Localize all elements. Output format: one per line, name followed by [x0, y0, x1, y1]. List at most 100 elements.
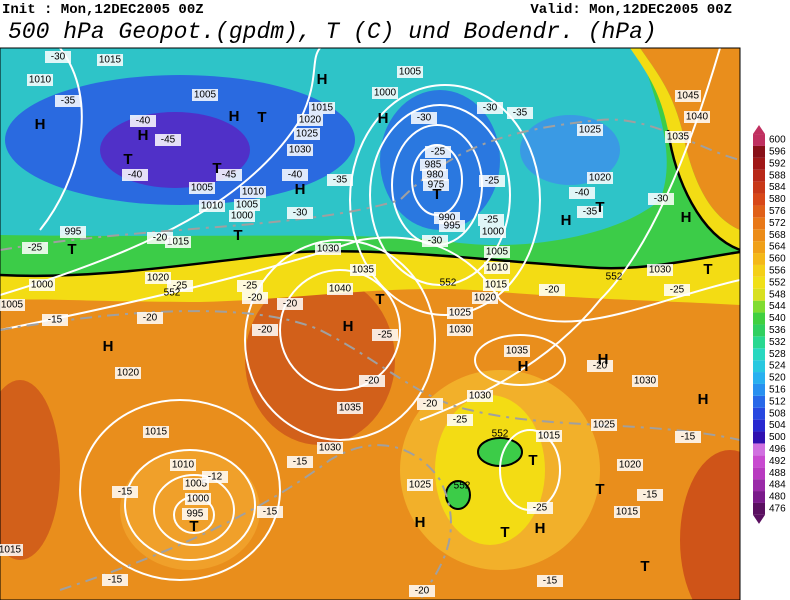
isobar-label: 1015 [538, 431, 561, 442]
isobar-label: 1020 [117, 368, 140, 379]
temperature-label-box [422, 235, 448, 247]
colorbar-label: 592 [769, 158, 786, 169]
temperature-label-box [577, 206, 603, 218]
temperature-label-box [112, 486, 138, 498]
isobar-label-box [192, 89, 218, 101]
temperature-label-box [202, 471, 228, 483]
isobar-label: 1000 [482, 227, 505, 238]
temperature-label-box [648, 193, 674, 205]
temperature-label: -40 [288, 170, 303, 181]
isobar-label-box [0, 299, 25, 311]
isobar-label: 1005 [185, 479, 208, 490]
pressure-center: T [595, 481, 604, 498]
pressure-center: H [518, 358, 529, 375]
temperature-label-box [102, 574, 128, 586]
temperature-label-box [242, 292, 268, 304]
temperature-label: -25 [485, 176, 500, 187]
isobar-label: 1030 [469, 391, 492, 402]
isobar-label-box [309, 102, 335, 114]
temperature-label: -30 [293, 208, 308, 219]
temperature-label-box [537, 575, 563, 587]
isobar-label-box [632, 375, 658, 387]
pressure-center: H [378, 110, 389, 127]
colorbar-swatch [753, 205, 765, 218]
isobar-label: 1015 [616, 507, 639, 518]
colorbar-label: 492 [769, 456, 786, 467]
temperature-label: -25 [243, 281, 258, 292]
contour-552 [666, 129, 740, 252]
temperature-label-box [257, 506, 283, 518]
temperature-label-box [282, 169, 308, 181]
colorbar: 4764804844884924965005045085125165205245… [753, 125, 786, 524]
map-title: 500 hPa Geopot.(gpdm), T (C) und Bodendr… [8, 19, 657, 45]
temperature-label: -30 [417, 113, 432, 124]
colorbar-swatch [753, 491, 765, 503]
temperature-label: -20 [545, 285, 560, 296]
temperature-label-box [664, 284, 690, 296]
isobar-label: 1025 [579, 125, 602, 136]
colorbar-swatch [753, 157, 765, 170]
isobar-label-box [472, 292, 498, 304]
colorbar-label: 520 [769, 373, 786, 384]
pressure-center: T [432, 186, 441, 203]
temperature-label: -15 [48, 315, 63, 326]
temperature-label-box [45, 51, 71, 63]
colorbar-swatch [753, 431, 765, 444]
isobar-label: 1030 [649, 265, 672, 276]
colorbar-label: 512 [769, 396, 786, 407]
isobar-label: 1020 [589, 173, 612, 184]
temperature-label-box [22, 242, 48, 254]
isobar-label: 1015 [0, 545, 22, 556]
temperature-label-box [137, 312, 163, 324]
temperature-label: -15 [118, 487, 133, 498]
isobar-label-box [420, 159, 446, 171]
isobar-label: 1020 [474, 293, 497, 304]
isobar-label-box [337, 402, 363, 414]
field-red [680, 450, 740, 600]
colorbar-label: 476 [769, 504, 786, 515]
temperature-label-box [478, 214, 504, 226]
colorbar-tip [753, 514, 765, 524]
colorbar-label: 536 [769, 325, 786, 336]
temperature-label-box [527, 502, 553, 514]
temperature-label: -25 [378, 330, 393, 341]
isobar-label: 1020 [147, 273, 170, 284]
isobar-label-box [397, 66, 423, 78]
temperature-label: -15 [681, 432, 696, 443]
isobar-label: 1000 [231, 211, 254, 222]
isobar-label: 1010 [172, 460, 195, 471]
isobar-label: 995 [444, 221, 461, 232]
colorbar-label: 508 [769, 408, 786, 419]
temperature-label: -35 [61, 96, 76, 107]
temperature-label-box [122, 169, 148, 181]
isobar-label-box [297, 114, 323, 126]
colorbar-label: 556 [769, 266, 786, 277]
colorbar-label: 560 [769, 254, 786, 265]
temperature-label: -35 [333, 175, 348, 186]
colorbar-label: 564 [769, 242, 786, 253]
isobar-label-box [145, 272, 171, 284]
colorbar-swatch [753, 467, 765, 480]
colorbar-swatch [753, 181, 765, 194]
map-field [0, 48, 740, 600]
temperature-label: -45 [161, 135, 176, 146]
temperature-label-box [147, 232, 173, 244]
colorbar-swatch [753, 395, 765, 408]
colorbar-label: 504 [769, 420, 786, 431]
temperature-label: -20 [423, 399, 438, 410]
isobar-label-box [327, 283, 353, 295]
temperature-label-box [425, 146, 451, 158]
temperature-label: -25 [173, 281, 188, 292]
colorbar-swatch [753, 264, 765, 277]
isobar-label-box [484, 246, 510, 258]
isobar-label: 980 [427, 170, 444, 181]
isobar-label-box [587, 172, 613, 184]
isobar-label: 1035 [667, 132, 690, 143]
temperature-label: -15 [643, 490, 658, 501]
temperature-label: -20 [283, 299, 298, 310]
pressure-center: T [257, 109, 266, 126]
temperature-label: -20 [143, 313, 158, 324]
colorbar-swatch [753, 229, 765, 242]
colorbar-label: 496 [769, 444, 786, 455]
